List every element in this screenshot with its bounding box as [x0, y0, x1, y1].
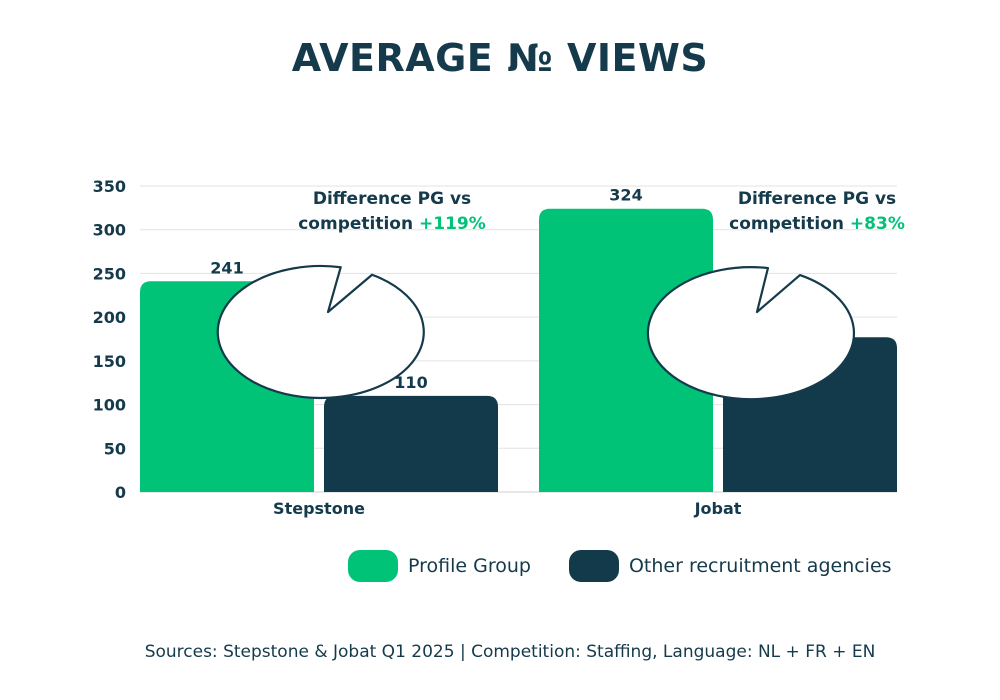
annotation-delta-stepstone: +119%	[419, 214, 486, 234]
x-tick-label-stepstone: Stepstone	[273, 499, 365, 518]
legend-label-other-agencies: Other recruitment agencies	[628, 555, 892, 577]
data-label-stepstone-series-1: 110	[394, 373, 427, 392]
legend-swatch-other-agencies	[568, 550, 619, 582]
annotation-line2-jobat: competition +83%	[729, 214, 905, 234]
data-label-jobat-series-0: 324	[609, 186, 642, 205]
legend-swatch-profile-group	[348, 550, 398, 582]
annotation-line1-stepstone: Difference PG vs	[313, 189, 471, 209]
y-tick-label-150: 150	[93, 352, 126, 371]
annotation-delta-jobat: +83%	[850, 214, 905, 234]
bar-stepstone-series-1	[324, 395, 498, 492]
y-tick-label-300: 300	[93, 221, 126, 240]
annotation-text-jobat: competition	[729, 214, 850, 234]
legend-item-profile-group: Profile Group	[348, 550, 531, 582]
annotation-line1-jobat: Difference PG vs	[738, 189, 896, 209]
legend-item-other-agencies: Other recruitment agencies	[568, 550, 892, 582]
y-tick-label-100: 100	[93, 396, 126, 415]
annotation-line2-stepstone: competition +119%	[298, 214, 486, 234]
chart-title: AVERAGE № VIEWS	[291, 36, 709, 80]
annotation-text-stepstone: competition	[298, 214, 419, 234]
source-note: Sources: Stepstone & Jobat Q1 2025 | Com…	[144, 642, 876, 662]
legend-label-profile-group: Profile Group	[408, 555, 531, 577]
legend: Profile Group Other recruitment agencies	[348, 550, 930, 582]
y-tick-label-0: 0	[115, 483, 126, 502]
y-tick-label-200: 200	[93, 308, 126, 327]
y-tick-label-350: 350	[93, 177, 126, 196]
x-tick-label-jobat: Jobat	[694, 499, 742, 518]
bar-jobat-series-0	[539, 208, 713, 492]
annotation-bubble-stepstone	[216, 264, 425, 400]
data-label-stepstone-series-0: 241	[210, 258, 243, 277]
y-tick-label-250: 250	[93, 264, 126, 283]
annotation-bubble-jobat	[646, 266, 856, 401]
y-tick-label-50: 50	[104, 439, 126, 458]
